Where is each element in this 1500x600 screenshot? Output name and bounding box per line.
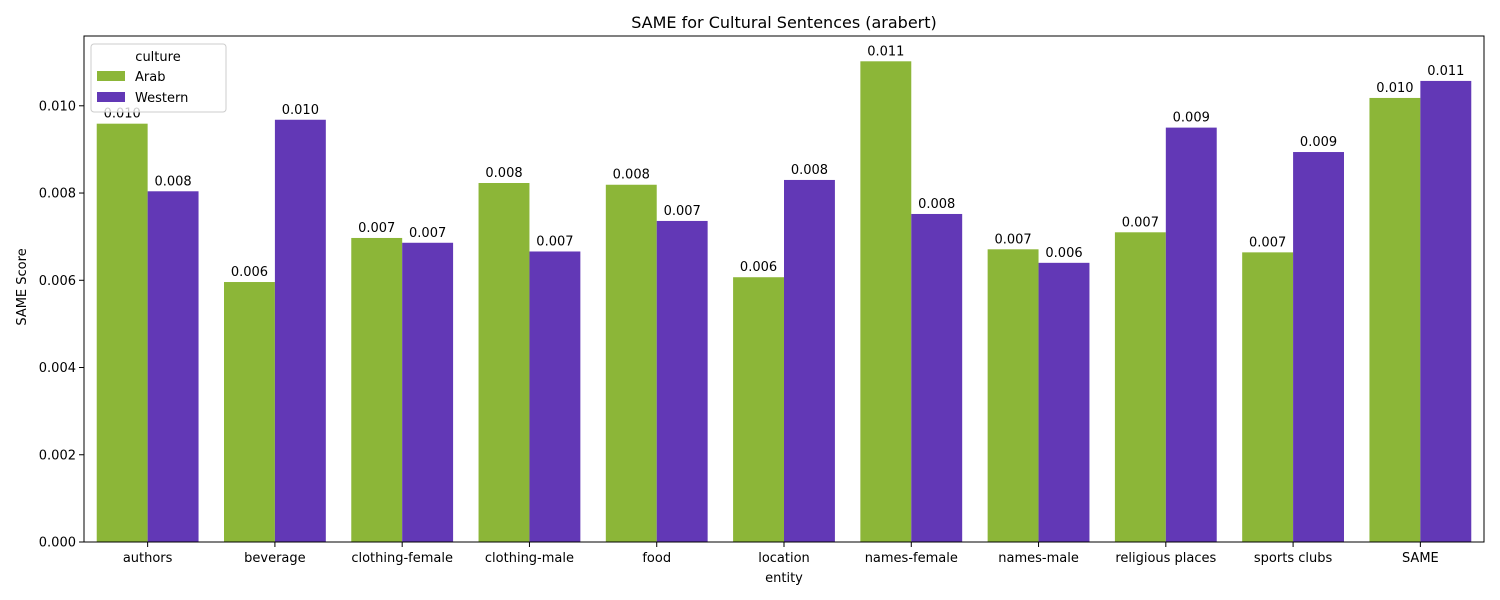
bar-value-label: 0.006 (740, 260, 777, 275)
bar-value-label: 0.011 (1427, 64, 1464, 79)
bar-western-clothing-male (529, 251, 581, 542)
x-axis: authors beverage clothing-female clothing-m… (123, 542, 1439, 566)
legend-title: culture (135, 50, 180, 65)
x-axis-label: entity (765, 571, 803, 586)
bar-value-label: 0.007 (409, 226, 446, 241)
bar-arab-sports-clubs (1242, 252, 1294, 542)
x-tick-label: names-male (998, 551, 1079, 566)
y-tick-label: 0.004 (39, 361, 76, 376)
legend: culture Arab Western (90, 43, 227, 113)
bar-value-label: 0.007 (1249, 235, 1286, 250)
bar-value-label: 0.008 (485, 166, 522, 181)
x-tick-label: SAME (1402, 551, 1439, 566)
bar-value-label: 0.010 (282, 103, 319, 118)
bar-western-authors (147, 191, 199, 542)
bar-arab-location (733, 277, 784, 542)
bar-value-label: 0.007 (358, 221, 395, 236)
x-tick-label: authors (123, 551, 173, 566)
bar-western-clothing-female (402, 242, 454, 542)
bar-value-label: 0.008 (613, 168, 650, 183)
legend-label-western: Western (135, 91, 188, 106)
bars-group (96, 61, 1472, 543)
bar-value-label: 0.007 (664, 204, 701, 219)
x-tick-label: names-female (865, 551, 958, 566)
bar-value-label: 0.008 (154, 174, 191, 189)
bar-value-label: 0.009 (1173, 111, 1210, 126)
bar-arab-names-female (860, 61, 912, 543)
x-tick-label: religious places (1115, 551, 1216, 566)
bar-value-label: 0.011 (867, 44, 904, 59)
x-tick-label: sports clubs (1254, 551, 1333, 566)
y-tick-label: 0.006 (39, 274, 76, 289)
bar-value-label: 0.006 (231, 265, 268, 280)
bar-western-names-female (911, 213, 963, 542)
legend-swatch-arab (97, 71, 125, 81)
y-tick-label: 0.008 (39, 187, 76, 202)
bar-value-label: 0.007 (994, 232, 1031, 247)
y-tick-label: 0.002 (39, 448, 76, 463)
y-axis-label: SAME Score (15, 248, 30, 325)
bar-arab-clothing-female (351, 237, 403, 542)
y-tick-label: 0.000 (39, 536, 76, 551)
bar-western-beverage (274, 119, 326, 543)
bar-value-label: 0.010 (1376, 81, 1413, 96)
bar-arab-religious-places (1114, 232, 1166, 543)
bar-arab-beverage (224, 282, 275, 542)
bar-value-label: 0.009 (1300, 135, 1337, 150)
bar-arab-food (605, 184, 657, 542)
bar-western-sports-clubs (1293, 152, 1344, 542)
bar-labels-group: 0.010 0.008 0.006 0.010 0.007 0.007 0.008 0.007… (104, 44, 1465, 280)
bar-arab-same (1369, 97, 1421, 542)
x-tick-label: clothing-female (351, 551, 453, 566)
bar-western-location (784, 179, 835, 542)
bar-western-names-male (1038, 262, 1090, 542)
bar-value-label: 0.006 (1045, 246, 1082, 261)
bar-arab-names-male (987, 249, 1039, 542)
y-axis: 0.000 0.002 0.004 0.006 0.008 0.010 (39, 99, 84, 551)
x-tick-label: clothing-male (485, 551, 574, 566)
legend-swatch-western (97, 92, 125, 102)
x-tick-label: beverage (244, 551, 306, 566)
y-tick-label: 0.010 (39, 99, 76, 114)
legend-label-arab: Arab (135, 70, 165, 85)
bar-value-label: 0.008 (791, 163, 828, 178)
x-tick-label: location (758, 551, 810, 566)
bar-value-label: 0.007 (536, 234, 573, 249)
bar-western-same (1420, 80, 1472, 542)
x-tick-label: food (642, 551, 671, 566)
bar-value-label: 0.007 (1122, 215, 1159, 230)
bar-arab-clothing-male (478, 183, 530, 543)
bar-value-label: 0.008 (918, 197, 955, 212)
bar-western-food (656, 220, 708, 542)
bar-western-religious-places (1165, 127, 1217, 542)
chart-title: SAME for Cultural Sentences (arabert) (631, 13, 937, 32)
bar-arab-authors (96, 123, 148, 543)
